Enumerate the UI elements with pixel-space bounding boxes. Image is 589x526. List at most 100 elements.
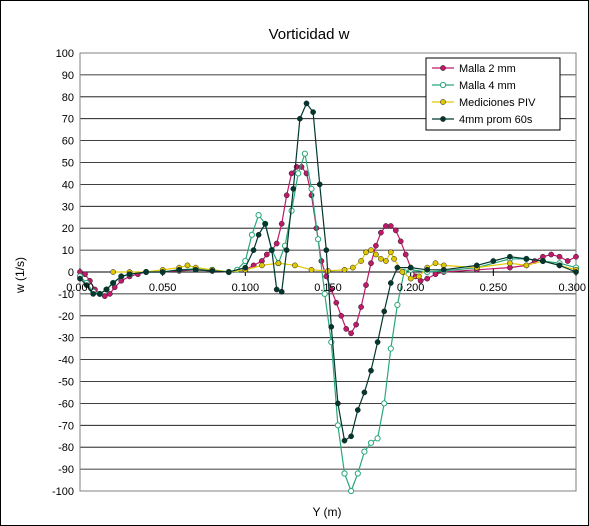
- y-tick-label: -90: [58, 464, 74, 476]
- data-point: [262, 220, 269, 227]
- data-point: [399, 269, 406, 275]
- data-point: [402, 251, 409, 258]
- series-4: [77, 100, 579, 444]
- data-point: [273, 286, 280, 293]
- y-tick-label: 10: [62, 245, 74, 257]
- data-point: [338, 312, 345, 319]
- data-point: [310, 109, 316, 115]
- data-point: [354, 470, 361, 477]
- data-point: [387, 223, 394, 229]
- x-tick-label: 0.250: [480, 282, 508, 294]
- data-point: [523, 262, 530, 269]
- legend-box: [425, 57, 561, 131]
- data-point: [361, 448, 368, 455]
- data-point: [248, 231, 255, 238]
- data-point: [334, 422, 341, 429]
- data-point: [348, 487, 355, 495]
- data-point: [358, 304, 364, 310]
- legend-label: Malla 4 mm: [459, 80, 516, 92]
- data-point: [315, 236, 322, 243]
- data-point: [255, 231, 262, 238]
- data-point: [353, 321, 359, 328]
- legend: Malla 2 mm Malla 4 mm Mediciones PIV 4mm pr…: [425, 57, 561, 131]
- data-point: [378, 256, 384, 262]
- legend-label: 4mm prom 60s: [459, 114, 533, 126]
- data-point: [283, 247, 290, 253]
- x-axis-label: Y (m): [312, 505, 341, 519]
- data-point: [255, 212, 262, 219]
- data-point: [363, 249, 369, 256]
- data-point: [333, 299, 340, 306]
- x-tick-labels: 0.000 0.050 0.100 0.150 0.200 0.250 0.300: [66, 282, 586, 294]
- data-point: [283, 192, 290, 199]
- data-point: [368, 247, 374, 253]
- data-point: [573, 269, 579, 275]
- data-point: [432, 271, 439, 278]
- data-point: [90, 291, 97, 297]
- data-point: [473, 262, 480, 269]
- data-point: [341, 470, 348, 477]
- data-point: [523, 256, 530, 262]
- legend-entry: Mediciones PIV: [432, 97, 536, 109]
- y-tick-label: -50: [58, 377, 74, 389]
- y-tick-label: 30: [62, 201, 74, 213]
- data-point: [374, 435, 381, 442]
- y-tick-label: 100: [56, 48, 74, 60]
- data-point: [407, 264, 414, 271]
- data-point: [363, 282, 369, 288]
- x-tick-label: 0.200: [397, 282, 425, 294]
- y-tick-label: 50: [62, 158, 74, 170]
- data-point: [378, 229, 384, 236]
- data-point: [432, 260, 439, 267]
- data-point: [367, 439, 375, 446]
- data-point: [273, 240, 280, 247]
- data-point: [394, 301, 401, 308]
- data-point: [275, 260, 282, 267]
- legend-swatch-marker: [440, 99, 446, 105]
- legend-label: Mediciones PIV: [459, 97, 536, 109]
- data-point: [348, 330, 354, 337]
- data-point: [349, 264, 356, 271]
- legend-entry: Malla 2 mm: [432, 63, 516, 75]
- data-point: [321, 290, 328, 297]
- data-point: [110, 280, 116, 286]
- series-line: [113, 249, 577, 280]
- data-point: [540, 258, 546, 264]
- series-3: [110, 247, 579, 282]
- data-point: [381, 308, 388, 315]
- data-point: [295, 170, 302, 177]
- data-point: [392, 227, 399, 234]
- data-point: [101, 293, 108, 299]
- data-point: [83, 282, 90, 288]
- data-point: [387, 280, 394, 286]
- y-tick-label: 80: [62, 92, 74, 104]
- data-point: [77, 275, 83, 282]
- data-point: [548, 251, 555, 258]
- data-point: [308, 266, 315, 273]
- y-tick-label: -40: [58, 355, 74, 367]
- data-point: [361, 389, 368, 396]
- data-point: [387, 249, 394, 256]
- data-point: [564, 258, 571, 264]
- data-point: [368, 367, 374, 374]
- y-tick-label: 70: [62, 114, 74, 126]
- data-point: [126, 271, 133, 278]
- data-point: [308, 185, 315, 192]
- data-point: [381, 400, 388, 407]
- data-point: [250, 247, 257, 253]
- data-point: [507, 253, 513, 260]
- data-point: [354, 407, 361, 413]
- y-tick-label: -10: [58, 289, 74, 301]
- data-point: [288, 170, 295, 177]
- data-point: [348, 433, 354, 440]
- y-tick-label: -20: [58, 311, 74, 323]
- data-point: [394, 264, 401, 271]
- data-point: [424, 275, 431, 282]
- data-point: [292, 262, 298, 269]
- data-point: [308, 192, 315, 199]
- legend-swatch-marker: [439, 81, 447, 89]
- data-point: [143, 269, 149, 275]
- legend-entry: 4mm prom 60s: [432, 114, 533, 126]
- y-tick-label: 20: [62, 223, 74, 235]
- y-tick-label: -30: [58, 333, 74, 345]
